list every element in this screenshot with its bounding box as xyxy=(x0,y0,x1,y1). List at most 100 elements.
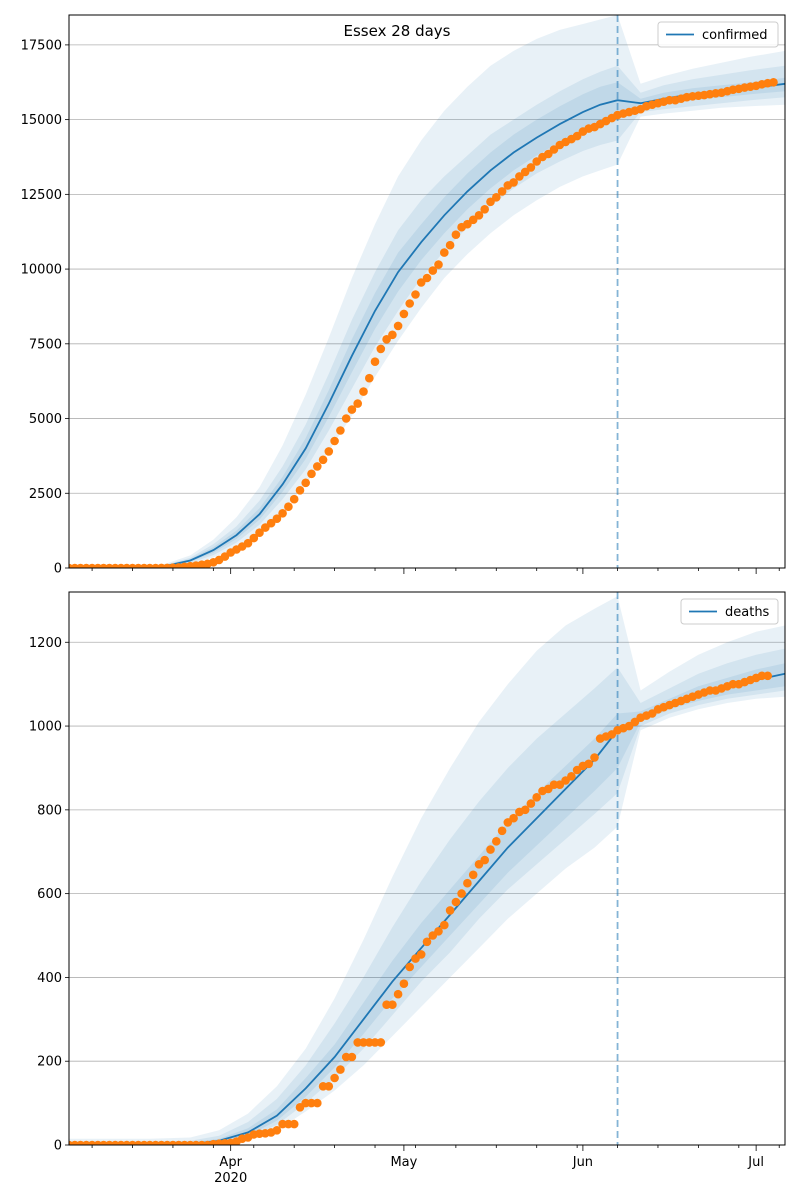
observed-point xyxy=(486,845,495,854)
observed-point xyxy=(330,436,339,446)
y-tick-label: 800 xyxy=(37,803,62,818)
observed-point xyxy=(457,889,466,898)
observed-point xyxy=(243,538,253,548)
observed-point xyxy=(480,205,490,214)
observed-point xyxy=(365,373,374,383)
y-tick-label: 1200 xyxy=(29,636,62,651)
observed-point xyxy=(336,426,345,435)
observed-point xyxy=(382,335,391,344)
observed-point xyxy=(278,509,287,518)
observed-point xyxy=(324,447,334,456)
y-tick-label: 1000 xyxy=(29,720,62,735)
observed-point xyxy=(353,399,363,408)
observed-point xyxy=(445,240,455,250)
legend-box xyxy=(680,598,779,625)
observed-point xyxy=(347,405,357,414)
observed-point xyxy=(584,759,593,769)
y-tick-label: 200 xyxy=(37,1055,62,1070)
y-tick-label: 15000 xyxy=(21,113,62,128)
observed-point xyxy=(434,260,443,269)
observed-point xyxy=(341,414,351,423)
observed-point xyxy=(376,1038,386,1047)
observed-point xyxy=(255,528,264,537)
plot-area xyxy=(69,592,785,1145)
observed-point xyxy=(376,344,386,354)
observed-point xyxy=(463,878,472,888)
legend-label: confirmed xyxy=(702,28,768,43)
observed-point xyxy=(486,197,495,207)
observed-point xyxy=(492,193,501,202)
observed-point xyxy=(336,1065,345,1074)
observed-point xyxy=(295,486,305,495)
observed-point xyxy=(509,813,518,823)
observed-point xyxy=(440,248,449,257)
observed-point xyxy=(509,178,518,187)
y-tick-label: 10000 xyxy=(21,263,62,278)
chart-title: Essex 28 days xyxy=(344,22,451,40)
observed-point xyxy=(590,753,599,762)
observed-point xyxy=(318,455,328,465)
observed-point xyxy=(272,1126,282,1135)
confirmed-panel: 0 2500 5000 7500 10000 12500 15000 17500 confirm… xyxy=(21,14,786,577)
observed-point xyxy=(549,145,559,154)
x-tick-year-label: 2020 xyxy=(214,1171,247,1186)
observed-point xyxy=(532,793,541,802)
axes-frame xyxy=(68,591,786,1146)
observed-point xyxy=(393,321,403,331)
observed-point xyxy=(284,502,293,512)
axes-frame xyxy=(68,14,786,569)
observed-point xyxy=(405,299,415,308)
uncertainty-band-middle xyxy=(69,648,785,1145)
y-tick-label: 5000 xyxy=(29,412,62,427)
y-tick-label: 2500 xyxy=(29,487,62,502)
observed-point xyxy=(370,357,380,367)
observed-point xyxy=(422,273,432,283)
observed-point xyxy=(405,962,415,972)
observed-point xyxy=(416,278,426,287)
observed-point xyxy=(497,187,507,196)
observed-point xyxy=(428,266,438,275)
uncertainty-band-outer xyxy=(69,15,785,568)
observed-point xyxy=(272,514,282,523)
plot-area xyxy=(69,15,785,568)
observed-point xyxy=(313,1098,322,1108)
observed-point xyxy=(393,989,403,999)
observed-point xyxy=(416,950,426,959)
observed-point xyxy=(347,1052,357,1062)
y-tick-label: 400 xyxy=(37,971,62,986)
observed-point xyxy=(399,309,409,319)
y-tick-label: 600 xyxy=(37,887,62,902)
observed-point xyxy=(769,78,778,87)
observed-point xyxy=(480,855,490,865)
observed-point xyxy=(526,799,536,808)
observed-point xyxy=(422,937,432,947)
observed-point xyxy=(468,215,478,225)
observed-point xyxy=(572,131,582,141)
observed-point xyxy=(451,897,461,907)
observed-point xyxy=(567,772,576,781)
observed-point xyxy=(359,387,368,396)
observed-point xyxy=(440,920,449,930)
uncertainty-band-outer xyxy=(69,596,785,1145)
observed-point xyxy=(763,671,772,681)
observed-point xyxy=(388,330,397,340)
observed-point xyxy=(289,1119,299,1129)
observed-point xyxy=(526,163,536,172)
y-tick-label: 0 xyxy=(54,562,62,577)
x-tick-label: Jul xyxy=(747,1155,764,1170)
observed-point xyxy=(520,805,530,815)
observed-point xyxy=(492,837,501,846)
observed-point xyxy=(249,533,259,543)
y-tick-label: 0 xyxy=(54,1139,62,1154)
observed-point xyxy=(474,211,484,220)
observed-point xyxy=(266,518,276,528)
legend-label: deaths xyxy=(725,605,770,620)
observed-point xyxy=(289,494,299,504)
observed-point xyxy=(324,1082,334,1091)
observed-point xyxy=(330,1073,339,1083)
observed-point xyxy=(515,172,524,181)
observed-point xyxy=(388,1000,397,1009)
y-tick-label: 7500 xyxy=(29,337,62,352)
